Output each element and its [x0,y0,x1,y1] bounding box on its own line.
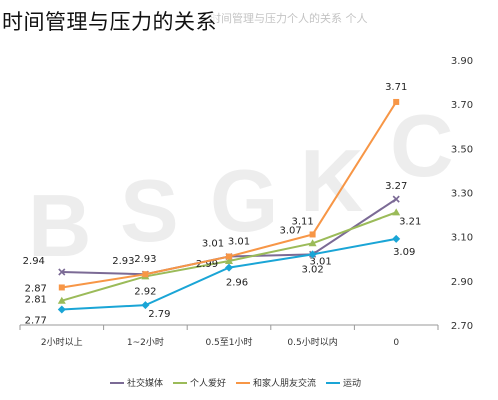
data-label: 3.71 [385,82,407,93]
data-label: 2.87 [25,283,47,294]
data-point [226,254,232,260]
data-label: 2.92 [134,286,156,297]
data-label: 3.01 [228,237,250,248]
legend-swatch [173,382,187,384]
legend-swatch [326,382,340,384]
legend-label: 个人爱好 [190,376,226,389]
chart-legend: 社交媒体 个人爱好 和家人朋友交流 运动 [110,376,371,389]
data-label: 3.11 [291,216,313,227]
data-label: 2.79 [148,309,170,320]
data-label: 3.02 [301,264,323,275]
data-label: 2.96 [226,278,248,289]
x-category-label: 0.5小时以内 [287,336,337,348]
x-category-label: 2小时以上 [41,336,83,348]
y-tick-label: 2.70 [451,321,473,332]
data-point [393,196,399,202]
data-point [141,301,149,309]
y-tick-label: 3.90 [451,56,473,67]
data-point [58,306,66,314]
y-tick-label: 2.90 [451,277,473,288]
data-point [59,284,65,290]
data-point [393,99,399,105]
data-label: 2.93 [134,254,156,265]
data-label: 2.81 [25,295,47,306]
data-point [310,231,316,237]
legend-swatch [110,382,124,384]
page-title: 时间管理与压力的关系 [2,6,217,36]
legend-label: 社交媒体 [127,376,163,389]
data-label: 2.77 [25,316,47,327]
y-tick-label: 3.70 [451,100,473,111]
legend-item: 和家人朋友交流 [236,376,316,389]
data-point [392,208,400,215]
y-tick-label: 3.50 [451,144,473,155]
data-label: 2.93 [112,256,134,267]
legend-swatch [236,382,250,384]
x-category-label: 0.5至1小时 [205,336,252,348]
data-point [142,271,148,277]
data-point [392,235,400,243]
data-label: 3.01 [202,239,224,250]
data-label: 3.27 [385,181,407,192]
legend-label: 运动 [343,376,361,389]
y-tick-label: 3.10 [451,233,473,244]
x-category-label: 0 [393,338,399,348]
data-label: 3.09 [393,247,415,258]
data-label: 3.21 [399,216,421,227]
data-label: 2.94 [23,256,45,267]
data-point [225,264,233,272]
y-tick-label: 3.30 [451,189,473,200]
legend-item: 社交媒体 [110,376,163,389]
legend-item: 运动 [326,376,361,389]
legend-label: 和家人朋友交流 [253,376,316,389]
x-category-label: 1~2小时 [127,336,164,348]
legend-item: 个人爱好 [173,376,226,389]
